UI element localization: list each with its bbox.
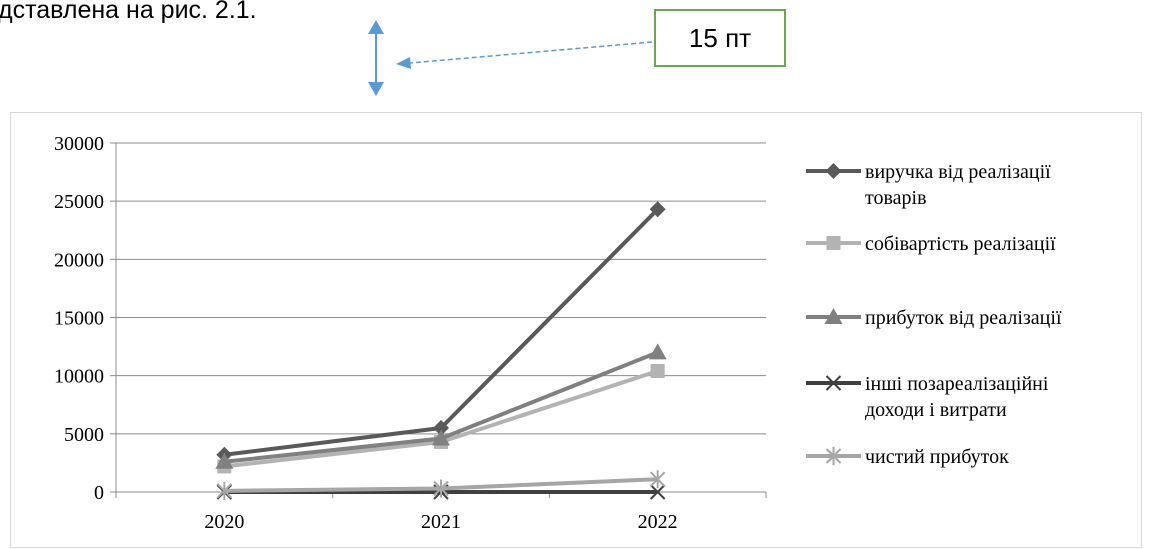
legend-marker — [825, 447, 842, 465]
legend-label: інші позареалізаційні — [865, 373, 1049, 395]
y-tick-label: 20000 — [54, 249, 104, 271]
data-point — [216, 481, 233, 500]
x-tick-label: 2022 — [638, 511, 678, 533]
y-tick-label: 15000 — [54, 308, 104, 330]
x-tick-label: 2021 — [421, 511, 461, 533]
data-point — [648, 343, 667, 360]
font-size-annotation-box: 15 пт — [654, 9, 786, 67]
y-tick-label: 25000 — [54, 191, 104, 213]
legend-label: прибуток від реалізації — [865, 307, 1062, 329]
legend-label: собівартість реалізації — [865, 233, 1056, 255]
caption-text: дставлена на рис. 2.1. — [0, 0, 257, 24]
font-size-annotation-label: 15 пт — [688, 22, 752, 53]
legend-label: товарів — [865, 187, 927, 209]
legend-label: чистий прибуток — [865, 446, 1009, 468]
dashed-pointer-arrow — [396, 41, 653, 69]
chart-frame: 0 5000 10000 15000 20000 25000 30000 2020 2021 20… — [10, 112, 1142, 548]
data-point — [432, 429, 450, 446]
legend-marker — [825, 375, 842, 391]
y-tick-label: 10000 — [54, 366, 104, 388]
legend-marker — [825, 163, 842, 179]
series-line-1 — [224, 207, 660, 457]
data-point — [649, 201, 666, 218]
data-point — [650, 364, 665, 379]
data-point — [649, 484, 666, 500]
line-chart: 0 5000 10000 15000 20000 25000 30000 2020 2021 20… — [54, 133, 1062, 533]
data-point — [215, 452, 234, 469]
legend-label: доходи і витрати — [865, 399, 1007, 421]
data-point — [649, 470, 666, 489]
double-arrow-icon — [368, 20, 384, 96]
data-point — [433, 420, 449, 437]
data-point — [433, 479, 449, 498]
legend-marker — [824, 308, 843, 324]
x-tick-label: 2020 — [204, 511, 244, 533]
y-tick-label: 30000 — [54, 133, 104, 155]
legend-marker — [826, 236, 841, 250]
y-tick-label: 5000 — [64, 424, 104, 446]
annotation-overlay — [368, 20, 653, 96]
series-line-2 — [224, 369, 659, 469]
legend-label: виручка від реалізації — [865, 161, 1051, 183]
y-tick-label: 0 — [94, 482, 104, 504]
